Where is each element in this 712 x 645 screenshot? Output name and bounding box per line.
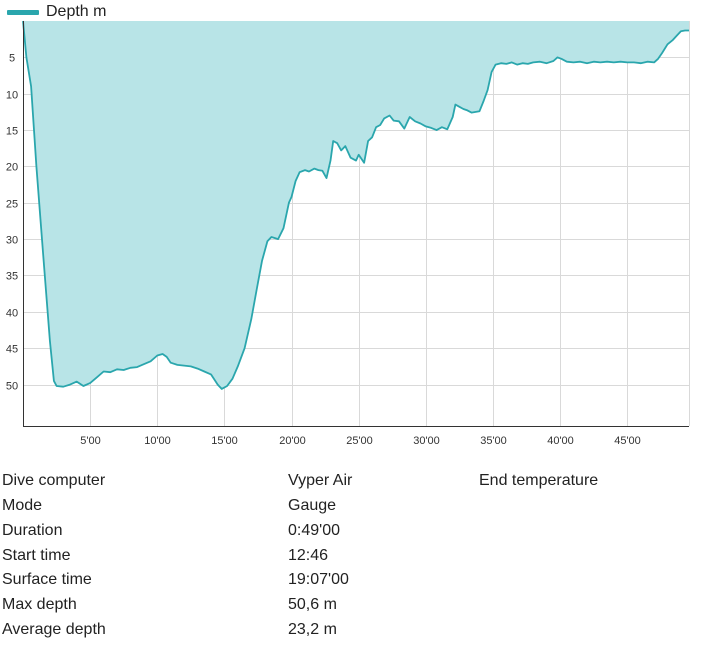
plot-frame	[23, 21, 690, 427]
detail-value: 0:49'00	[288, 522, 340, 539]
y-tick-label: 20	[6, 162, 18, 174]
detail-label: Duration	[2, 522, 63, 539]
x-tick-label: 30'00	[413, 435, 440, 447]
y-tick-label: 40	[6, 308, 18, 320]
y-tick-label: 45	[6, 344, 18, 356]
detail-label: Dive computer	[2, 472, 106, 489]
depth-area	[23, 21, 689, 389]
x-tick-label: 5'00	[80, 435, 100, 447]
x-tick-label: 15'00	[211, 435, 238, 447]
detail-value: 12:46	[288, 547, 329, 564]
y-tick-label: 50	[6, 381, 18, 393]
depth-chart: 5 10 15 20 25 30 35 40 45 50 5'00 10'00 15'00 20'00 2…	[6, 20, 690, 447]
detail-label: Mode	[2, 497, 43, 514]
x-tick-label: 10'00	[144, 435, 171, 447]
detail-extra-label: End temperature	[479, 472, 599, 489]
x-tick-label: 40'00	[547, 435, 574, 447]
y-tick-label: 10	[6, 90, 18, 102]
depth-line	[22, 20, 689, 390]
x-tick-label: 35'00	[480, 435, 507, 447]
detail-value: 50,6 m	[288, 596, 337, 613]
y-tick-label: 15	[6, 126, 18, 138]
y-axis-ticks: 5 10 15 20 25 30 35 40 45 50	[6, 53, 18, 393]
x-tick-label: 45'00	[614, 435, 641, 447]
y-tick-label: 35	[6, 271, 18, 283]
x-axis-ticks: 5'00 10'00 15'00 20'00 25'00 30'00 35'00 40'00 4…	[80, 435, 641, 447]
detail-value: Vyper Air	[288, 472, 353, 489]
detail-value: 23,2 m	[288, 621, 337, 638]
detail-label: Surface time	[2, 571, 92, 588]
y-tick-label: 30	[6, 235, 18, 247]
y-tick-label: 5	[9, 53, 15, 65]
legend-swatch	[7, 9, 39, 15]
x-tick-label: 25'00	[346, 435, 373, 447]
detail-label: Average depth	[2, 621, 106, 638]
y-tick-label: 25	[6, 199, 18, 211]
detail-value: 19:07'00	[288, 571, 349, 588]
chart-legend: Depth m	[2, 2, 106, 22]
detail-value: Gauge	[288, 497, 337, 514]
x-tick-label: 20'00	[279, 435, 306, 447]
detail-label: Start time	[2, 547, 71, 564]
detail-label: Max depth	[2, 596, 77, 613]
legend-label: Depth m	[46, 3, 107, 20]
